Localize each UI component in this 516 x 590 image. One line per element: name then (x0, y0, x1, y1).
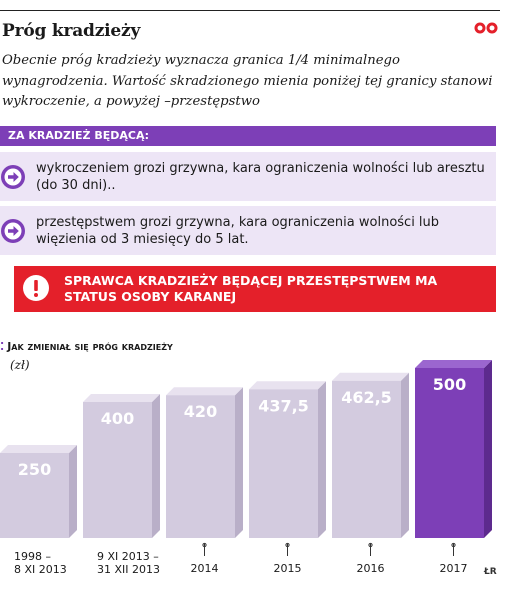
chart-title-text: Jak zmieniał się próg kradzieży (7, 340, 173, 353)
bar-side (484, 360, 492, 538)
data-label: 500 (433, 375, 466, 394)
tick-dot (451, 542, 456, 548)
bar-side (235, 387, 243, 538)
tick-dot (285, 542, 290, 548)
tick-label: 2017 (440, 562, 468, 575)
bar-top (332, 372, 409, 381)
bar (166, 395, 235, 538)
page-title: Próg kradzieży (2, 21, 141, 41)
bar (83, 402, 152, 538)
page-subtitle: Obecnie próg kradzieży wyznacza granica … (2, 53, 493, 109)
bar (0, 453, 69, 538)
bar-top (0, 445, 77, 453)
dots-icon: ⁚ (0, 340, 5, 353)
publisher-logo (474, 22, 498, 34)
bar-top (249, 381, 326, 390)
data-label: 400 (101, 409, 134, 428)
bar-side (401, 372, 409, 538)
top-rule (0, 10, 500, 11)
source-credit: ŁR (484, 567, 497, 577)
data-label: 462,5 (341, 388, 392, 407)
bar (249, 389, 318, 538)
info-row-misdemeanor: wykroczeniem grozi grzywna, kara ogranic… (0, 152, 496, 201)
chart-unit: (zł) (10, 358, 30, 372)
bar-top (83, 394, 160, 402)
bar-side (152, 394, 160, 538)
bar (332, 380, 401, 538)
alert-text: SPRAWCA KRADZIEŻY BĘDĄCEJ PRZESTĘPSTWEM … (64, 273, 438, 304)
data-label: 250 (18, 460, 51, 479)
arrow-right-icon (1, 165, 25, 189)
exclamation-icon (23, 275, 49, 301)
tick-label: 8 XI 2013 (14, 563, 67, 576)
tick-dot (368, 542, 373, 548)
info-banner: ZA KRADZIEŻ BĘDĄCĄ: (0, 126, 496, 146)
info-row-text: przestępstwem grozi grzywna, kara ograni… (36, 215, 440, 247)
tick-label: 1998 – (14, 550, 51, 563)
tick-label: 2015 (274, 562, 302, 575)
bar-chart: 250 1998 –8 XI 2013 400 9 XI 2013 –31 XII 2… (0, 360, 492, 576)
bar-top (415, 360, 492, 368)
alert-box: SPRAWCA KRADZIEŻY BĘDĄCEJ PRZESTĘPSTWEM … (14, 266, 496, 312)
tick-label: 2014 (191, 562, 219, 575)
info-row-text: wykroczeniem grozi grzywna, kara ogranic… (36, 161, 485, 193)
bar-side (69, 445, 77, 538)
tick-label: 2016 (357, 562, 385, 575)
bar-top (166, 387, 243, 396)
chart-title: ⁚ Jak zmieniał się próg kradzieży (0, 340, 173, 353)
bar-side (318, 381, 326, 538)
arrow-right-icon (1, 219, 25, 243)
tick-label: 9 XI 2013 – (97, 550, 159, 563)
data-label: 420 (184, 402, 217, 421)
bar (415, 368, 484, 538)
info-row-crime: przestępstwem grozi grzywna, kara ograni… (0, 206, 496, 255)
data-label: 437,5 (258, 396, 309, 415)
tick-dot (202, 542, 207, 548)
tick-label: 31 XII 2013 (97, 563, 160, 576)
